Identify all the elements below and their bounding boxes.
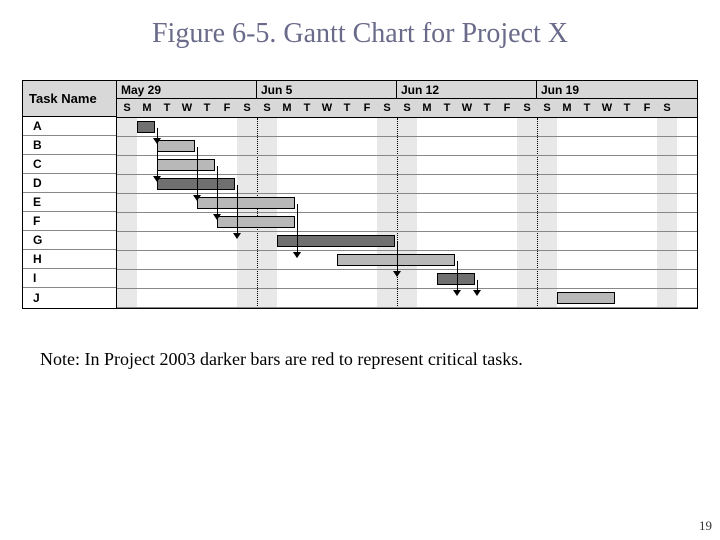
dependency-line — [397, 242, 398, 273]
week-header-cell: May 29 — [117, 81, 257, 98]
day-header-cell: M — [417, 99, 437, 117]
day-header-cell: T — [437, 99, 457, 117]
timeline-body — [117, 118, 697, 308]
day-header-cell: T — [577, 99, 597, 117]
week-header-cell: Jun 19 — [537, 81, 697, 98]
week-header-cell: Jun 5 — [257, 81, 397, 98]
dependency-line — [457, 261, 458, 292]
task-name-cell: C — [23, 155, 116, 174]
gantt-bar — [277, 235, 395, 247]
task-name-cell: D — [23, 174, 116, 193]
task-name-cell: G — [23, 231, 116, 250]
task-name-cell: H — [23, 250, 116, 269]
task-name-cell: E — [23, 193, 116, 212]
gantt-bar — [437, 273, 475, 285]
day-header-cell: M — [557, 99, 577, 117]
dependency-arrowhead-icon — [393, 271, 401, 277]
gantt-row — [117, 270, 697, 289]
task-name-cell: A — [23, 117, 116, 136]
day-header-cell: M — [277, 99, 297, 117]
gantt-bar — [197, 197, 295, 209]
day-header-cell: S — [257, 99, 277, 117]
day-header-cell: S — [397, 99, 417, 117]
task-name-cell: J — [23, 288, 116, 307]
day-header-cell: W — [317, 99, 337, 117]
day-header-cell: W — [597, 99, 617, 117]
dependency-arrowhead-icon — [233, 233, 241, 239]
dependency-arrowhead-icon — [213, 214, 221, 220]
gantt-bar — [337, 254, 455, 266]
day-header-cell: S — [377, 99, 397, 117]
dependency-arrowhead-icon — [153, 176, 161, 182]
gantt-timeline: May 29Jun 5Jun 12Jun 19 SMTWTFSSMTWTFSSM… — [117, 81, 697, 308]
task-name-header: Task Name — [23, 81, 116, 117]
task-name-cell: F — [23, 212, 116, 231]
week-header-cell: Jun 12 — [397, 81, 537, 98]
figure-note: Note: In Project 2003 darker bars are re… — [40, 349, 698, 370]
day-header-cell: S — [117, 99, 137, 117]
day-header-cell: W — [177, 99, 197, 117]
gantt-bar — [157, 178, 235, 190]
dependency-line — [157, 128, 158, 178]
task-name-column: Task NameABCDEFGHIJ — [23, 81, 117, 308]
gantt-bar — [137, 121, 155, 133]
figure-title: Figure 6-5. Gantt Chart for Project X — [0, 0, 720, 50]
gantt-bar — [157, 140, 195, 152]
day-header-cell: T — [617, 99, 637, 117]
day-header-cell: F — [497, 99, 517, 117]
day-header-row: SMTWTFSSMTWTFSSMTWTFSSMTWTFS — [117, 99, 697, 117]
day-header-cell: F — [357, 99, 377, 117]
task-name-cell: B — [23, 136, 116, 155]
page-number: 19 — [699, 518, 712, 534]
gantt-row — [117, 213, 697, 232]
dependency-arrowhead-icon — [473, 290, 481, 296]
day-header-cell: S — [537, 99, 557, 117]
day-header-cell: F — [217, 99, 237, 117]
gantt-chart: Task NameABCDEFGHIJ May 29Jun 5Jun 12Jun… — [22, 80, 698, 309]
day-header-cell: T — [197, 99, 217, 117]
gantt-row — [117, 137, 697, 156]
task-name-cell: I — [23, 269, 116, 288]
dependency-arrowhead-icon — [193, 195, 201, 201]
day-header-cell: T — [297, 99, 317, 117]
gantt-bar — [557, 292, 615, 304]
day-header-cell: S — [657, 99, 677, 117]
day-header-cell: M — [137, 99, 157, 117]
week-header-row: May 29Jun 5Jun 12Jun 19 — [117, 81, 697, 99]
dependency-line — [237, 185, 238, 235]
gantt-bar — [217, 216, 295, 228]
gantt-row — [117, 118, 697, 137]
day-header-cell: S — [237, 99, 257, 117]
dependency-line — [197, 147, 198, 197]
dependency-arrowhead-icon — [453, 290, 461, 296]
day-header-cell: F — [637, 99, 657, 117]
gantt-row — [117, 232, 697, 251]
dependency-arrowhead-icon — [293, 252, 301, 258]
gantt-bar — [157, 159, 215, 171]
dependency-line — [217, 166, 218, 216]
dependency-line — [297, 223, 298, 254]
timeline-header: May 29Jun 5Jun 12Jun 19 SMTWTFSSMTWTFSSM… — [117, 81, 697, 118]
day-header-cell: T — [157, 99, 177, 117]
day-header-cell: T — [477, 99, 497, 117]
day-header-cell: W — [457, 99, 477, 117]
day-header-cell: T — [337, 99, 357, 117]
day-header-cell: S — [517, 99, 537, 117]
